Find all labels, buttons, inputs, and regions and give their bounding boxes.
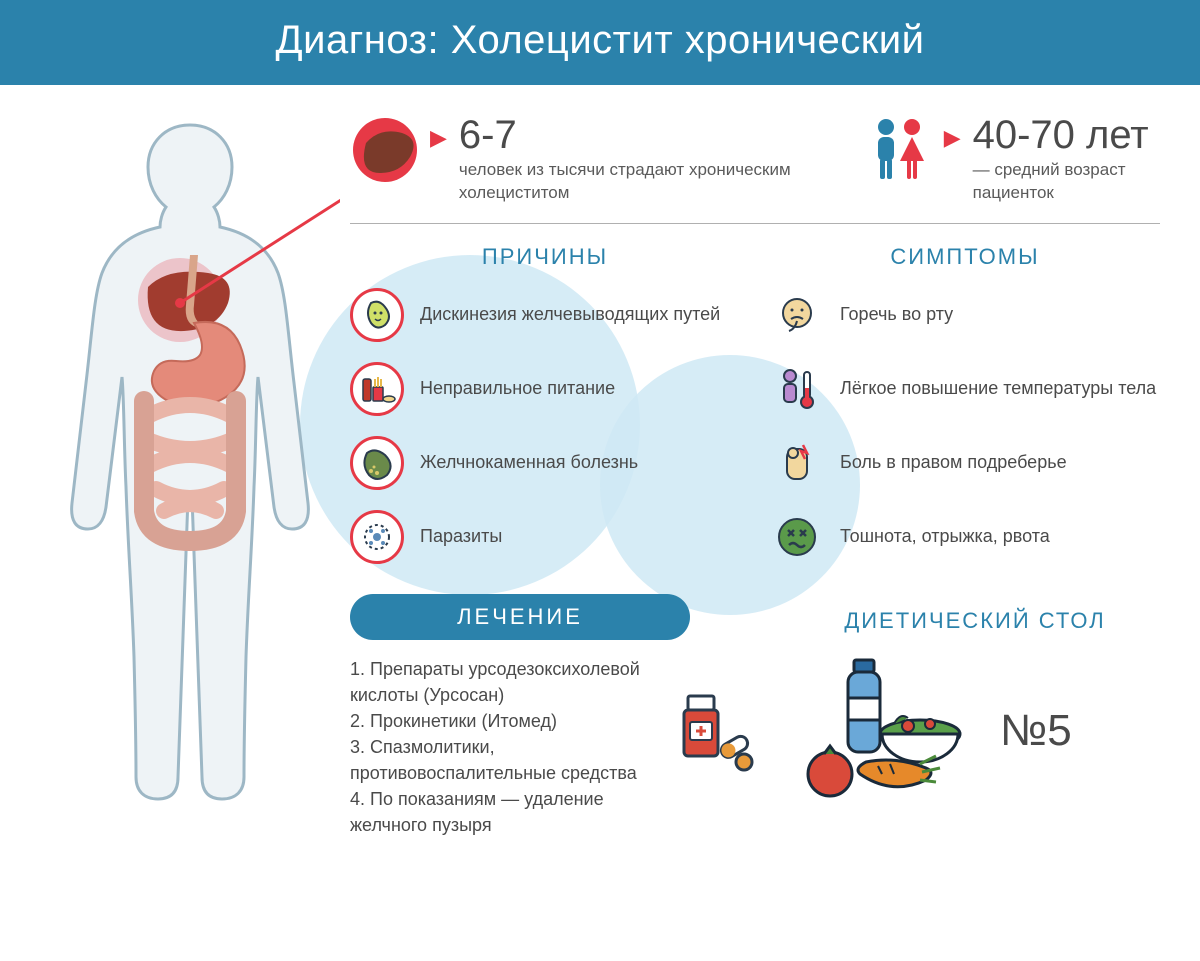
stat-value: 6-7 xyxy=(459,115,824,155)
treatment-item: 2. Прокинетики (Итомед) xyxy=(350,708,650,734)
cause-text: Паразиты xyxy=(420,525,502,548)
symptom-text: Лёгкое повышение температуры тела xyxy=(840,377,1156,400)
liver-icon xyxy=(350,115,420,185)
people-icon xyxy=(864,115,934,185)
cause-item: Желчнокаменная болезнь xyxy=(350,436,740,490)
treatment-item: 3. Спазмолитики, противовоспалительные с… xyxy=(350,734,650,786)
page-title: Диагноз: Холецистит хронический xyxy=(276,18,925,62)
cause-item: Паразиты xyxy=(350,510,740,564)
causes-symptoms-row: ПРИЧИНЫ Дискинезия желчевыводящих путей xyxy=(350,244,1160,584)
symptom-item: Тошнота, отрыжка, рвота xyxy=(770,510,1160,564)
body-column xyxy=(40,115,350,840)
symptom-item: Горечь во рту xyxy=(770,288,1160,342)
stat-desc: человек из тысячи страдают хроническим х… xyxy=(459,159,824,205)
causes-heading: ПРИЧИНЫ xyxy=(350,244,740,270)
divider xyxy=(350,223,1160,224)
symptom-text: Боль в правом подреберье xyxy=(840,451,1067,474)
treatment-diet-row: ЛЕЧЕНИЕ 1. Препараты урсодезоксихолевой … xyxy=(350,584,1160,839)
cause-text: Дискинезия желчевыводящих путей xyxy=(420,303,720,326)
diet-heading: ДИЕТИЧЕСКИЙ СТОЛ xyxy=(790,608,1160,634)
cause-item: Дискинезия желчевыводящих путей xyxy=(350,288,740,342)
cause-text: Желчнокаменная болезнь xyxy=(420,451,638,474)
content: ▶ 6-7 человек из тысячи страдают хрониче… xyxy=(0,85,1200,860)
treatment-item: 4. По показаниям — удаление желчно­го пу… xyxy=(350,786,650,838)
gallbladder-icon xyxy=(350,288,404,342)
healthy-food-icon xyxy=(790,654,970,809)
stats-row: ▶ 6-7 человек из тысячи страдают хрониче… xyxy=(350,115,1160,205)
stat-value: 40-70 лет xyxy=(973,115,1160,155)
diet-column: ДИЕТИЧЕСКИЙ СТОЛ xyxy=(790,604,1160,839)
symptom-text: Тошнота, отрыжка, рвота xyxy=(840,525,1050,548)
stat-prevalence: ▶ 6-7 человек из тысячи страдают хрониче… xyxy=(350,115,824,205)
treatment-item: 1. Препараты урсодезоксихолевой кислоты … xyxy=(350,656,650,708)
cause-item: Неправильное питание xyxy=(350,362,740,416)
stat-age: ▶ 40-70 лет — средний возраст пациенток xyxy=(864,115,1160,205)
title-bar: Диагноз: Холецистит хронический xyxy=(0,0,1200,85)
parasites-icon xyxy=(350,510,404,564)
right-column: ▶ 6-7 человек из тысячи страдают хрониче… xyxy=(350,115,1160,840)
symptom-item: Лёгкое повышение температуры тела xyxy=(770,362,1160,416)
arrow-icon: ▶ xyxy=(430,125,447,151)
symptoms-column: СИМПТОМЫ Горечь во рту xyxy=(770,244,1160,584)
stat-desc: — средний возраст пациенток xyxy=(973,159,1160,205)
symptoms-heading: СИМПТОМЫ xyxy=(770,244,1160,270)
causes-column: ПРИЧИНЫ Дискинезия желчевыводящих путей xyxy=(350,244,740,584)
symptom-item: Боль в правом подреберье xyxy=(770,436,1160,490)
treatment-column: ЛЕЧЕНИЕ 1. Препараты урсодезоксихолевой … xyxy=(350,584,760,839)
cause-text: Неправильное питание xyxy=(420,377,615,400)
symptom-text: Горечь во рту xyxy=(840,303,953,326)
nausea-icon xyxy=(770,510,824,564)
bitter-taste-icon xyxy=(770,288,824,342)
treatment-heading: ЛЕЧЕНИЕ xyxy=(350,594,690,640)
pain-side-icon xyxy=(770,436,824,490)
diet-number: №5 xyxy=(1000,706,1072,756)
body-silhouette-icon xyxy=(40,115,340,835)
fever-icon xyxy=(770,362,824,416)
junkfood-icon xyxy=(350,362,404,416)
treatment-list: 1. Препараты урсодезоксихолевой кислоты … xyxy=(350,656,650,839)
medicine-icon xyxy=(670,686,760,781)
arrow-icon: ▶ xyxy=(944,125,961,151)
gallstone-icon xyxy=(350,436,404,490)
